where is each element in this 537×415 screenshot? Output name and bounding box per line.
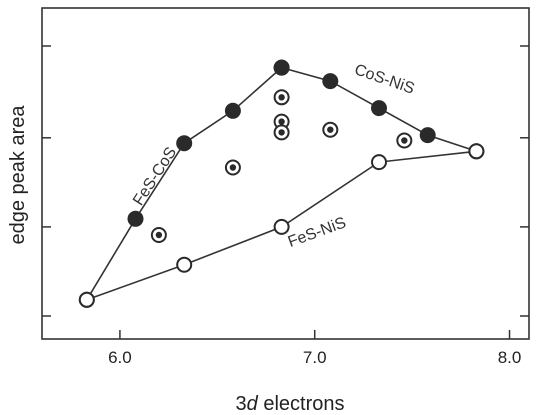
x-tick-label: 6.0 [108, 348, 132, 367]
series-markers [78, 59, 485, 308]
point-fes-nis [273, 218, 290, 235]
point-fes-cos [224, 102, 241, 119]
point-cos-nis [273, 59, 290, 76]
y-axis-label: edge peak area [7, 105, 29, 245]
point-ternary-dot [401, 137, 408, 144]
point-fes-nis [176, 256, 193, 273]
point-fes-cos [127, 210, 144, 227]
point-fes-nis [78, 291, 95, 308]
series-label-fes-cos: FeS-CoS [130, 144, 180, 208]
x-axis-label-italic: d [247, 393, 259, 415]
series-label-fes-nis: FeS-NiS [286, 214, 349, 251]
plot-frame [41, 7, 530, 340]
series-labels: FeS-CoS CoS-NiS FeS-NiS [130, 61, 416, 251]
point-cos-nis [419, 127, 436, 144]
point-ternary-dot [229, 164, 237, 171]
x-tick-label: 8.0 [498, 348, 522, 367]
point-ternary-dot [278, 94, 285, 101]
axes: 6.0 7.0 8.0 [42, 45, 529, 367]
point-cos-nis [371, 100, 388, 117]
x-tick-label: 7.0 [303, 348, 327, 367]
point-cos-nis [322, 73, 339, 90]
point-ternary-dot [155, 231, 163, 239]
x-axis-label: 3d electrons [236, 393, 345, 415]
point-fes-nis [371, 154, 388, 171]
series-label-cos-nis: CoS-NiS [352, 61, 416, 97]
point-ternary-dot [278, 129, 285, 136]
point-fes-nis [468, 143, 485, 160]
point-fes-cos [176, 135, 193, 152]
point-ternary-dot [278, 118, 285, 125]
point-ternary-dot [327, 126, 334, 133]
